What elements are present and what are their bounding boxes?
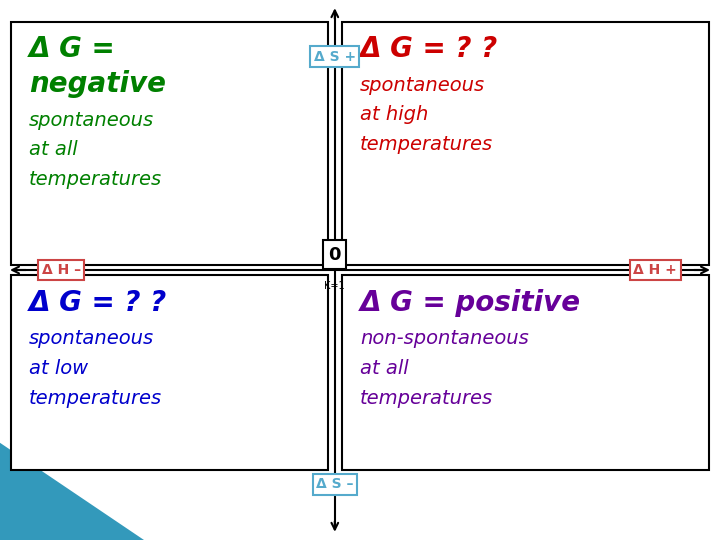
Text: Δ G =: Δ G = xyxy=(29,35,115,63)
FancyBboxPatch shape xyxy=(11,22,328,265)
Text: temperatures: temperatures xyxy=(29,389,162,408)
Text: Δ G = positive: Δ G = positive xyxy=(360,289,581,317)
FancyBboxPatch shape xyxy=(342,275,709,470)
Text: temperatures: temperatures xyxy=(360,389,493,408)
Text: K=1: K=1 xyxy=(325,281,345,291)
FancyBboxPatch shape xyxy=(342,22,709,265)
Text: temperatures: temperatures xyxy=(29,170,162,189)
Text: at low: at low xyxy=(29,359,88,378)
Text: non-spontaneous: non-spontaneous xyxy=(360,329,528,348)
Text: at all: at all xyxy=(29,140,78,159)
Text: Δ S +: Δ S + xyxy=(314,50,356,64)
Text: spontaneous: spontaneous xyxy=(360,76,485,94)
Text: at all: at all xyxy=(360,359,409,378)
Text: spontaneous: spontaneous xyxy=(29,111,154,130)
Text: Δ G = ? ?: Δ G = ? ? xyxy=(360,35,498,63)
Text: at high: at high xyxy=(360,105,428,124)
Text: spontaneous: spontaneous xyxy=(29,329,154,348)
Text: temperatures: temperatures xyxy=(360,135,493,154)
Text: negative: negative xyxy=(29,70,166,98)
Text: Δ G = ? ?: Δ G = ? ? xyxy=(29,289,167,317)
Polygon shape xyxy=(0,443,144,540)
Text: Δ H +: Δ H + xyxy=(634,263,677,277)
Text: Δ S –: Δ S – xyxy=(316,477,354,491)
FancyBboxPatch shape xyxy=(11,275,328,470)
Text: Δ H –: Δ H – xyxy=(42,263,81,277)
Text: 0: 0 xyxy=(328,246,341,264)
